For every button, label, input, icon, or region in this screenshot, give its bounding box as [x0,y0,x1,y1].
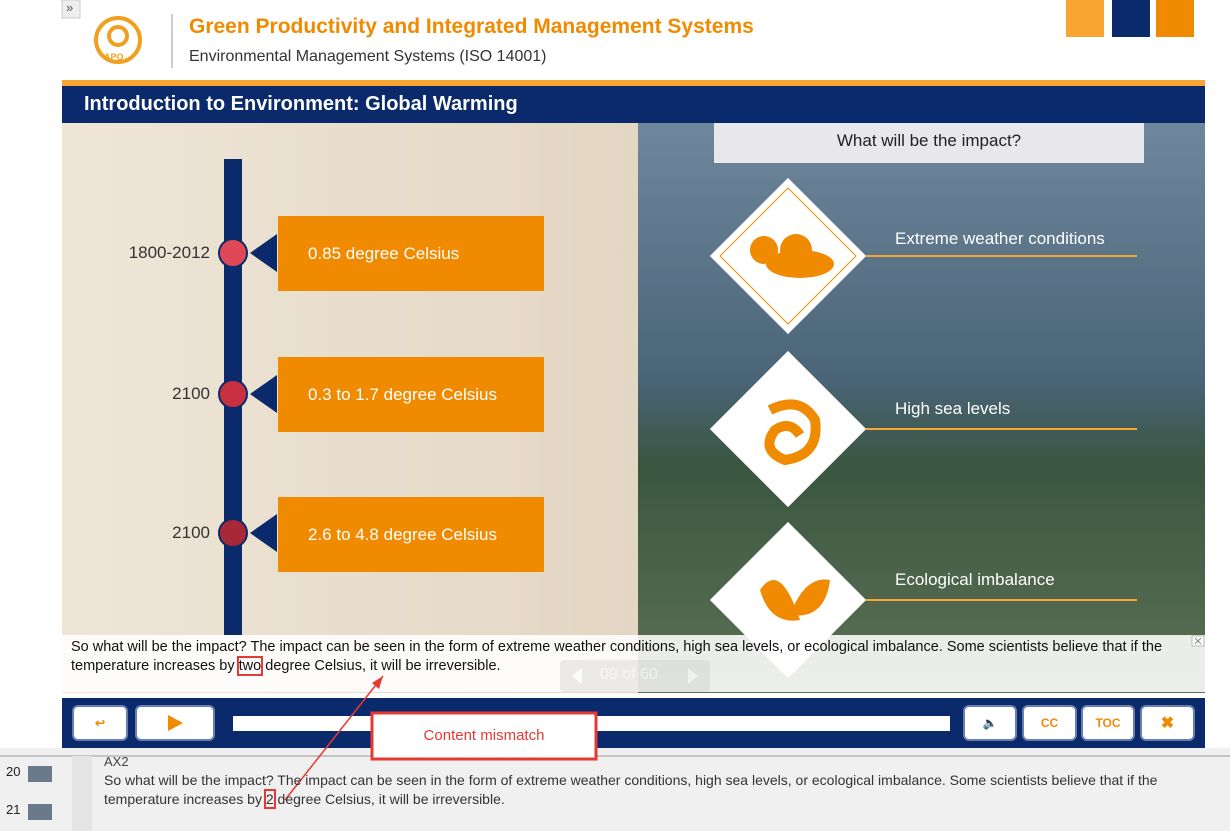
caption-text: degree Celsius, it will be irreversible. [265,658,501,674]
notes-mismatch: 2 [263,789,276,809]
thumbnail[interactable] [28,804,52,820]
notes-text-part: So what will be the impact? The impact c… [104,772,1158,807]
annotation-arrow [284,675,384,801]
logo [94,16,142,64]
notes-label: AX2 [104,754,129,769]
row-number: 20 [6,764,21,779]
timeline-markers [218,234,277,552]
logo-text: APO [104,52,124,62]
caption-text: So what will be the impact? The impact c… [71,639,1163,674]
impact-label: Ecological imbalance [895,570,1055,589]
play-icon [168,715,183,731]
deco-square [1066,0,1104,37]
header-subtitle: Environmental Management Systems (ISO 14… [189,48,547,65]
notes-text-part: degree Celsius, it will be irreversible. [277,791,505,807]
impact-label: Extreme weather conditions [895,229,1105,248]
notes-panel [0,748,1230,831]
impact-diamonds [709,177,1137,679]
notes-text: So what will be the impact? The impact c… [104,771,1214,809]
caption-band [62,635,1205,692]
annotation-arrowhead [372,676,383,689]
toc-button[interactable]: TOC [1083,707,1133,739]
logo-gear [107,25,129,47]
timeline-period: 2100 [172,523,210,542]
caption-close[interactable] [1191,635,1205,647]
page-counter: 09 of 60 [600,666,658,683]
expand-toggle[interactable]: » [66,0,74,15]
expand-box[interactable] [61,0,81,19]
caption-mismatch: two [236,656,264,676]
annotation-label: Content mismatch [423,727,545,744]
title-bar [62,86,1205,123]
impact-label: High sea levels [895,399,1011,418]
page-nav[interactable] [560,660,710,692]
exit-button[interactable]: ↩ [74,707,126,739]
volume-button[interactable]: 🔈 [965,707,1015,739]
cc-button[interactable]: CC [1024,707,1075,739]
timeline-period: 2100 [172,384,210,403]
timeline-period: 1800-2012 [128,243,210,262]
timeline-box: 0.85 degree Celsius [278,216,544,291]
impact-heading-box [714,123,1144,163]
header-title: Green Productivity and Integrated Manage… [189,15,754,38]
caption: So what will be the impact? The impact c… [71,638,1171,676]
deco-square [1112,0,1150,37]
row-number: 21 [6,802,21,817]
close-button[interactable]: ✖ [1142,707,1193,739]
play-button[interactable] [137,707,213,739]
timeline-box: 2.6 to 4.8 degree Celsius [278,497,544,572]
notes-gutter [72,756,92,831]
slide-title: Introduction to Environment: Global Warm… [84,93,518,115]
timeline-box: 0.3 to 1.7 degree Celsius [278,357,544,432]
annotation-box [370,711,598,761]
orange-rule [62,80,1205,86]
deco-square [1156,0,1194,37]
thumbnail[interactable] [28,766,52,782]
impact-heading: What will be the impact? [836,131,1022,150]
